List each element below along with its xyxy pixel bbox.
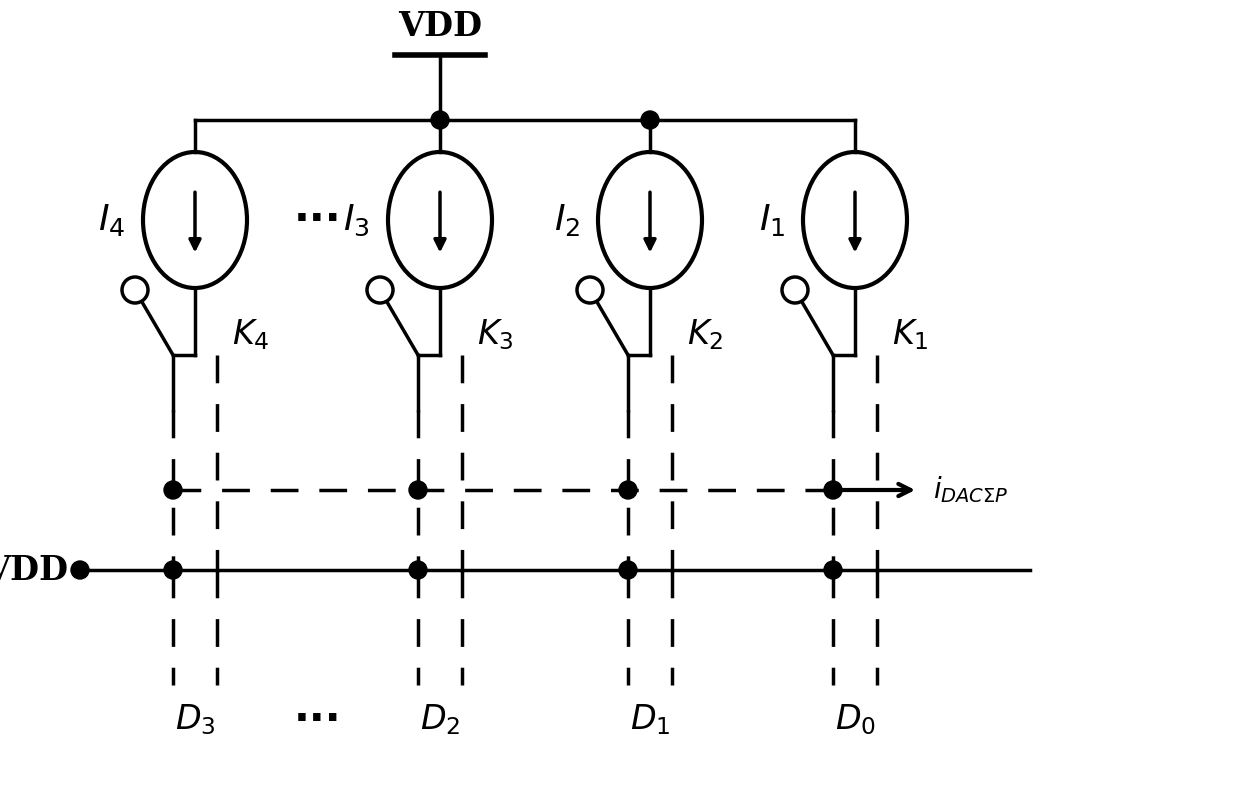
Text: $I_2$: $I_2$	[554, 202, 580, 238]
Circle shape	[577, 277, 603, 303]
Text: $D_1$: $D_1$	[630, 703, 671, 737]
Text: ···: ···	[294, 199, 341, 241]
Text: $D_3$: $D_3$	[175, 703, 216, 737]
Text: $D_0$: $D_0$	[835, 703, 875, 737]
Circle shape	[432, 111, 449, 129]
Text: $K_2$: $K_2$	[687, 318, 723, 353]
Text: ···: ···	[294, 699, 341, 741]
Text: $I_3$: $I_3$	[343, 203, 370, 238]
Circle shape	[641, 111, 658, 129]
Text: VDD: VDD	[0, 554, 68, 587]
Text: $K_4$: $K_4$	[232, 318, 269, 353]
Circle shape	[409, 481, 427, 499]
Circle shape	[164, 481, 182, 499]
Circle shape	[367, 277, 393, 303]
Text: $I_4$: $I_4$	[98, 202, 125, 238]
Circle shape	[71, 561, 89, 579]
Text: VDD: VDD	[398, 10, 482, 43]
Circle shape	[409, 561, 427, 579]
Text: $i_{DAC\Sigma P}$: $i_{DAC\Sigma P}$	[932, 475, 1008, 505]
Circle shape	[825, 481, 842, 499]
Text: $K_3$: $K_3$	[477, 318, 513, 353]
Text: $K_1$: $K_1$	[892, 318, 929, 353]
Text: $I_1$: $I_1$	[759, 202, 785, 238]
Text: $D_2$: $D_2$	[420, 703, 460, 737]
Circle shape	[825, 561, 842, 579]
Circle shape	[619, 481, 637, 499]
Circle shape	[164, 561, 182, 579]
Circle shape	[782, 277, 808, 303]
Circle shape	[619, 561, 637, 579]
Circle shape	[122, 277, 148, 303]
